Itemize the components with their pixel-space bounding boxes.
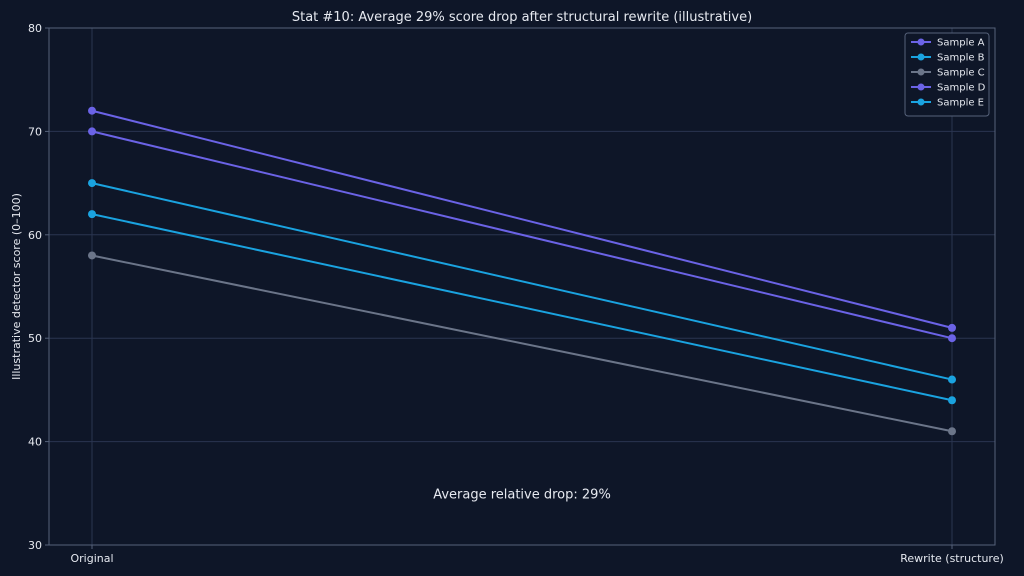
series-group xyxy=(88,106,956,436)
chart-title: Stat #10: Average 29% score drop after s… xyxy=(292,10,752,25)
series-line xyxy=(91,182,953,381)
y-tick-label: 60 xyxy=(28,229,42,242)
y-tick-label: 30 xyxy=(28,539,42,552)
legend-label: Sample C xyxy=(937,68,985,79)
x-tick-label: Rewrite (structure) xyxy=(900,552,1004,565)
legend-item: Sample E xyxy=(911,98,984,109)
legend-swatch-marker xyxy=(917,98,925,106)
legend-swatch-marker xyxy=(917,83,925,91)
legend-label: Sample B xyxy=(937,53,985,64)
x-tick-label: Original xyxy=(70,552,113,565)
data-point xyxy=(88,210,96,219)
series-sample-e xyxy=(88,179,956,384)
data-point xyxy=(948,375,956,384)
legend-item: Sample D xyxy=(911,83,986,94)
data-point xyxy=(88,179,96,188)
y-tick-label: 50 xyxy=(28,332,42,345)
y-tick-label: 70 xyxy=(28,125,42,138)
series-line xyxy=(91,254,953,433)
series-line xyxy=(91,213,953,402)
y-tick-label: 80 xyxy=(28,22,42,35)
series-sample-a xyxy=(88,106,956,332)
data-point xyxy=(948,334,956,343)
legend-swatch-marker xyxy=(917,68,925,76)
legend-label: Sample A xyxy=(937,38,985,49)
annotation-text: Average relative drop: 29% xyxy=(433,487,611,502)
annotations: Average relative drop: 29% xyxy=(433,487,611,502)
x-axis-ticks: Original Rewrite (structure) xyxy=(70,545,1004,565)
legend-box xyxy=(904,32,990,117)
legend-item: Sample B xyxy=(911,53,985,64)
series-line xyxy=(91,109,953,329)
legend: Sample A Sample B Sample C Sample D Sample E xyxy=(904,32,990,117)
grid xyxy=(49,27,995,546)
data-point xyxy=(88,251,96,260)
legend-label: Sample D xyxy=(937,83,986,94)
y-axis-ticks: 30 40 50 60 70 80 xyxy=(28,22,49,552)
legend-swatch-marker xyxy=(917,53,925,61)
data-point xyxy=(948,396,956,405)
y-axis-label: Illustrative detector score (0–100) xyxy=(10,193,23,380)
axes-frame xyxy=(48,27,996,546)
data-point xyxy=(88,106,96,115)
legend-item: Sample A xyxy=(911,38,985,49)
series-sample-b xyxy=(88,210,956,405)
data-point xyxy=(948,323,956,332)
legend-item: Sample C xyxy=(911,68,985,79)
series-line xyxy=(91,130,953,340)
series-sample-c xyxy=(88,251,956,436)
series-sample-d xyxy=(88,127,956,343)
y-tick-label: 40 xyxy=(28,436,42,449)
legend-swatch-marker xyxy=(917,38,925,46)
data-point xyxy=(948,427,956,436)
data-point xyxy=(88,127,96,136)
legend-label: Sample E xyxy=(937,98,984,109)
